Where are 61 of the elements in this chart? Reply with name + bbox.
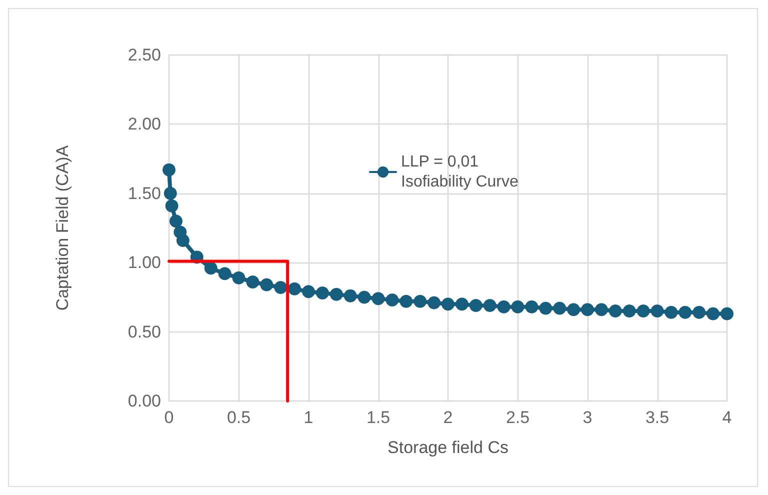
point [553,302,566,315]
point [232,271,246,284]
x-tick-label: 3 [582,408,592,427]
y-tick-label: 0.50 [128,322,161,342]
point [316,286,329,300]
y-tick-label: 2.00 [128,114,161,134]
point [330,288,343,301]
point [608,304,622,318]
point [692,306,706,319]
point [525,300,538,314]
x-tick-label: 0.5 [226,408,251,427]
point [414,294,427,308]
point [567,303,580,316]
point [581,303,594,316]
y-tick-label: 0.00 [128,392,161,410]
point [442,298,454,311]
point [204,262,218,275]
point [260,278,274,292]
x-axis-title: Storage field Cs [388,438,508,457]
point [650,304,664,318]
point [622,304,636,318]
point [539,302,552,315]
point [344,289,357,302]
point [165,199,178,212]
x-tick-label: 0 [164,408,174,427]
point [483,299,496,312]
point [386,293,399,306]
point [288,282,302,296]
point [372,292,385,306]
point [162,163,176,176]
x-tick-label: 2.5 [506,408,530,427]
point [511,300,524,314]
point [720,307,734,320]
y-tick-label: 1.00 [128,253,161,272]
point [246,275,260,288]
legend-label: LLP = 0,01 Isofiability Curve [401,154,518,190]
x-tick-label: 2 [443,408,453,427]
point [302,285,315,298]
point [594,303,608,316]
y-tick-label: 2.50 [128,46,161,64]
x-tick-label: 1.5 [366,408,390,427]
point [400,294,413,308]
y-axis-title: Captation Field (CA)A [53,144,72,311]
point [497,300,510,314]
point [455,298,468,311]
point [358,290,371,304]
y-tick-label: 1.50 [128,184,161,203]
point [164,186,177,200]
point [274,281,288,294]
point [678,306,692,319]
point [636,304,650,318]
point [469,299,482,312]
x-tick-label: 1 [304,408,314,427]
x-tick-label: 3.5 [645,408,670,427]
point [428,296,441,310]
point [664,306,678,319]
point [218,267,232,280]
point [706,307,720,320]
point [176,234,190,247]
point [169,214,182,228]
x-tick-label: 4 [722,408,732,427]
